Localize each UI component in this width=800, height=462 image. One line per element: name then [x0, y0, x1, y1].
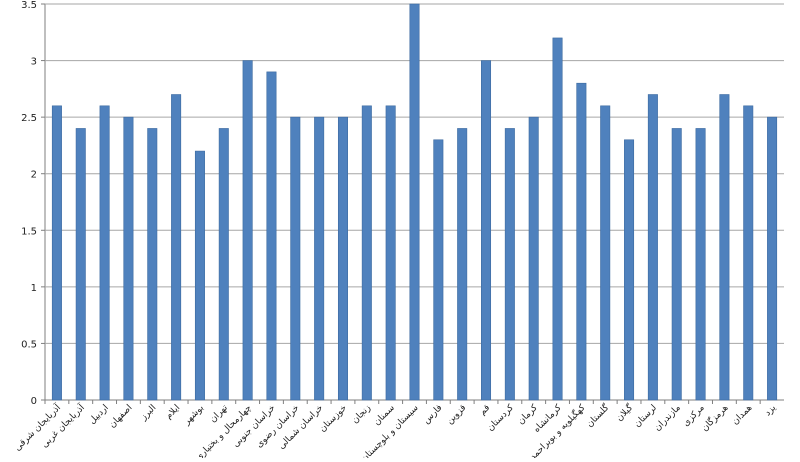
x-tick-label: مازندران: [653, 403, 683, 433]
x-tick-label: گیلان: [613, 401, 635, 423]
bar: [314, 116, 325, 401]
bar: [290, 116, 301, 401]
bar: [266, 71, 277, 401]
y-tick-label: 2: [31, 170, 37, 181]
bar: [695, 128, 706, 401]
bar: [647, 94, 658, 401]
bar: [361, 105, 372, 401]
bar: [624, 139, 635, 401]
bar: [218, 128, 229, 401]
x-tick-label: یزد: [763, 403, 779, 419]
bar: [194, 150, 205, 401]
y-tick-label: 0: [31, 396, 37, 407]
bar: [481, 60, 492, 401]
bar: [767, 116, 778, 401]
bar: [528, 116, 539, 401]
bar: [552, 37, 563, 401]
bar: [75, 128, 86, 401]
y-tick-label: 2.5: [21, 113, 37, 124]
y-tick-label: 1: [31, 283, 37, 294]
x-tick-label: قم: [478, 403, 492, 417]
bar: [51, 105, 62, 401]
y-tick-labels: 0 0.5 1 1.5 2 2.5 3 3.5: [21, 0, 45, 407]
bar: [719, 94, 730, 401]
y-tick-label: 0.5: [21, 339, 37, 350]
bar: [409, 3, 420, 401]
bar: [171, 94, 182, 401]
x-tick-label: قزوین: [445, 403, 468, 426]
x-tick-label: البرز: [138, 403, 158, 423]
y-tick-label: 3.5: [21, 0, 37, 11]
x-tick-label: زنجان: [350, 403, 373, 426]
bar: [123, 116, 134, 401]
bar: [242, 60, 253, 401]
bar: [743, 105, 754, 401]
x-tick-label: اصفهان: [108, 403, 135, 430]
bar: [504, 128, 515, 401]
x-tick-label: کردستان: [486, 403, 517, 434]
bar: [147, 128, 158, 401]
x-tick-label: ایلام: [164, 403, 182, 421]
bar: [337, 116, 348, 401]
bar: [576, 82, 587, 401]
x-tick-label: همدان: [730, 403, 754, 427]
bar-series: [51, 3, 778, 401]
bar: [671, 128, 682, 401]
y-tick-label: 3: [31, 57, 37, 68]
bar: [457, 128, 468, 401]
x-tick-label: بوشهر: [181, 403, 206, 428]
bar: [99, 105, 110, 401]
y-tick-label: 1.5: [21, 226, 37, 237]
x-tick-label: هرمزگان: [699, 401, 731, 433]
bar: [433, 139, 444, 401]
bar: [600, 105, 611, 401]
x-tick-label: فارس: [422, 403, 445, 426]
bar: [385, 105, 396, 401]
x-tick-label: گلستان: [583, 401, 611, 429]
